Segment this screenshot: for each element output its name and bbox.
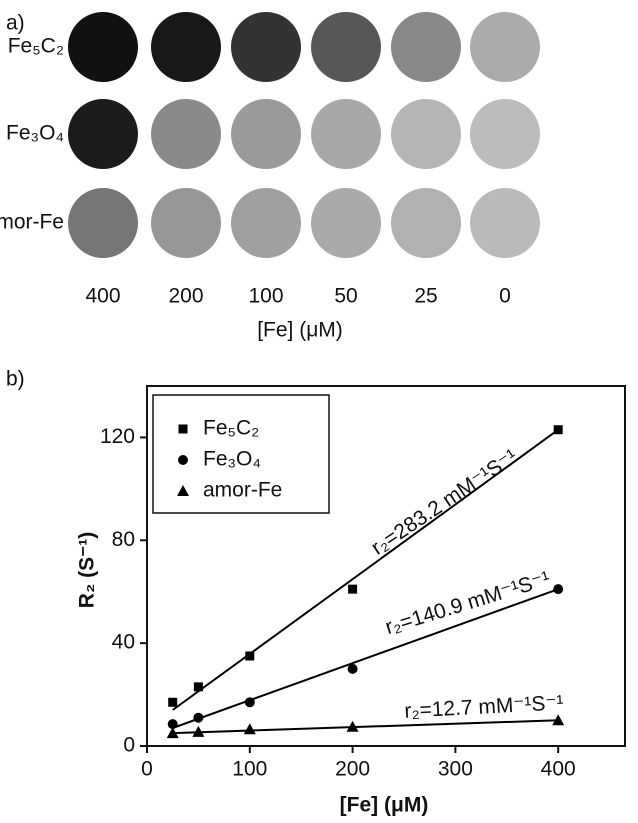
x-tick-label: 100 bbox=[232, 758, 267, 781]
data-point bbox=[168, 698, 177, 707]
phantom bbox=[311, 99, 381, 169]
fit-annotation: r₂=283.2 mM⁻¹S⁻¹ bbox=[367, 445, 522, 560]
row-label: amor-Fe bbox=[0, 211, 64, 234]
x-axis-label: [Fe] (μM) bbox=[257, 319, 343, 342]
legend-label: amor-Fe bbox=[203, 479, 282, 502]
phantom bbox=[391, 188, 461, 258]
fit-annotation: r₂=12.7 mM⁻¹S⁻¹ bbox=[404, 691, 564, 722]
x-tick-label: 50 bbox=[334, 285, 357, 308]
figure: a) [Fe] (μM) b) [Fe] (μM) R₂ (S⁻¹) Fe₅C₂… bbox=[0, 0, 638, 823]
phantom bbox=[151, 12, 221, 82]
x-tick-label: 300 bbox=[438, 758, 473, 781]
x-tick-label: 200 bbox=[168, 285, 203, 308]
fit-annotation: r₂=140.9 mM⁻¹S⁻¹ bbox=[383, 567, 553, 639]
phantom bbox=[391, 99, 461, 169]
legend-marker bbox=[179, 425, 188, 434]
phantom bbox=[231, 12, 301, 82]
x-tick-label: 400 bbox=[541, 758, 576, 781]
y-tick-label: 0 bbox=[123, 734, 135, 757]
phantom bbox=[151, 188, 221, 258]
phantom bbox=[470, 188, 540, 258]
legend-label: Fe₅C₂ bbox=[203, 417, 259, 440]
phantom bbox=[151, 99, 221, 169]
panel-label: b) bbox=[6, 368, 25, 391]
data-point bbox=[245, 697, 255, 707]
data-point bbox=[348, 585, 357, 594]
x-tick-label: 0 bbox=[141, 758, 153, 781]
x-tick-label: 25 bbox=[414, 285, 437, 308]
x-axis-label: [Fe] (μM) bbox=[340, 794, 429, 817]
phantom bbox=[68, 99, 138, 169]
phantom bbox=[231, 99, 301, 169]
phantom bbox=[470, 12, 540, 82]
legend-marker bbox=[178, 455, 188, 465]
x-tick-label: 100 bbox=[248, 285, 283, 308]
row-label: Fe₅C₂ bbox=[8, 35, 64, 58]
data-point bbox=[554, 425, 563, 434]
fit-line bbox=[173, 720, 558, 733]
phantom bbox=[231, 188, 301, 258]
phantom bbox=[68, 188, 138, 258]
data-point bbox=[194, 682, 203, 691]
y-tick-label: 40 bbox=[112, 631, 135, 654]
legend-label: Fe₃O₄ bbox=[203, 448, 261, 471]
row-label: Fe₃O₄ bbox=[6, 122, 64, 145]
phantom bbox=[391, 12, 461, 82]
data-point bbox=[348, 664, 358, 674]
x-tick-label: 400 bbox=[85, 285, 120, 308]
data-point bbox=[553, 584, 563, 594]
phantom bbox=[311, 188, 381, 258]
y-axis-label: R₂ (S⁻¹) bbox=[76, 532, 99, 608]
y-tick-label: 120 bbox=[100, 425, 135, 448]
x-tick-label: 200 bbox=[335, 758, 370, 781]
data-point bbox=[193, 713, 203, 723]
phantom bbox=[68, 12, 138, 82]
phantom bbox=[311, 12, 381, 82]
phantom bbox=[470, 99, 540, 169]
data-point bbox=[244, 723, 256, 734]
y-tick-label: 80 bbox=[112, 528, 135, 551]
panel-label: a) bbox=[6, 12, 25, 35]
x-tick-label: 0 bbox=[499, 285, 511, 308]
data-point bbox=[245, 652, 254, 661]
